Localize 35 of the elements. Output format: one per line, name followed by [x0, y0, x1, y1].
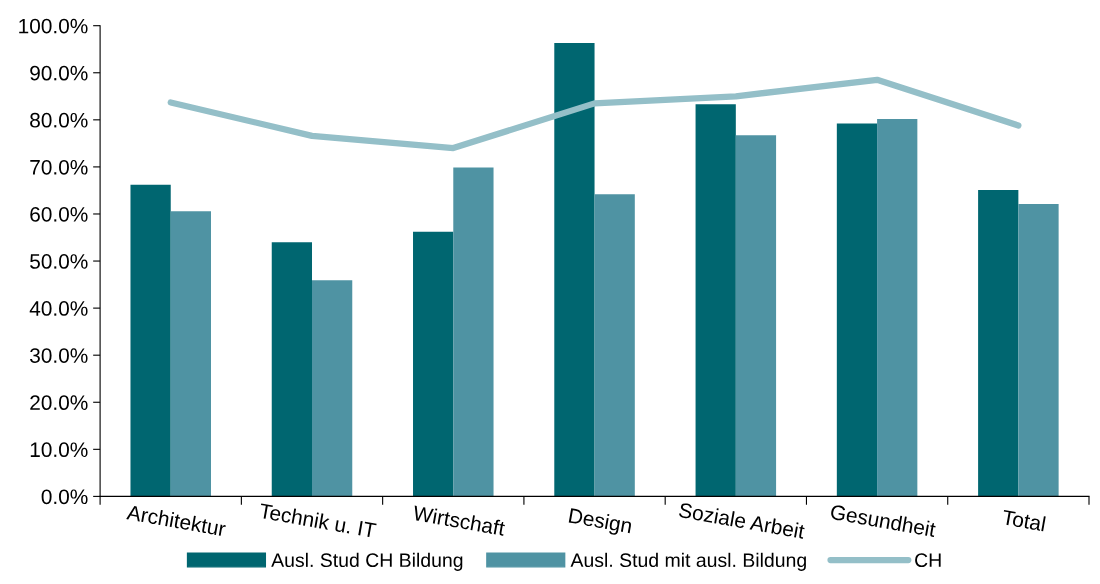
bar	[130, 184, 171, 497]
y-tick-label: 10.0%	[30, 442, 88, 458]
legend-label: Ausl. Stud mit ausl. Bildung	[570, 552, 806, 571]
x-tick-label: Total	[1001, 509, 1046, 532]
bar	[271, 242, 313, 497]
y-tick-label: 40.0%	[29, 301, 88, 316]
y-tick-label: 0.0%	[41, 489, 88, 505]
y-tick-label: 50.0%	[30, 254, 88, 269]
x-tick-label: Design	[567, 507, 633, 538]
x-tick-label: Wirtschaft	[412, 504, 506, 536]
bar	[836, 123, 878, 497]
y-tick-label: 100.0%	[19, 18, 88, 34]
bar	[170, 211, 211, 497]
bar	[594, 194, 635, 497]
y-tick-label: 20.0%	[30, 395, 88, 411]
y-tick-label: 80.0%	[30, 112, 88, 128]
bar	[978, 189, 1019, 497]
legend-label: CH	[915, 553, 941, 568]
y-tick-label: 30.0%	[30, 348, 88, 363]
bar	[1018, 204, 1059, 497]
x-tick-label: Soziale Arbeit	[678, 501, 806, 539]
y-tick-label: 60.0%	[30, 206, 88, 222]
y-tick-label: 90.0%	[30, 65, 88, 81]
bar	[413, 231, 454, 497]
legend-label: Ausl. Stud CH Bildung	[271, 552, 463, 571]
bar	[877, 118, 918, 497]
bar	[453, 167, 494, 497]
bar	[735, 135, 777, 497]
x-tick-label: Technik u. IT	[258, 502, 377, 539]
bar	[312, 280, 353, 497]
bar	[695, 104, 736, 497]
x-tick-label: Gesundheit	[830, 503, 937, 538]
y-tick-label: 70.0%	[30, 159, 88, 175]
bar	[554, 43, 595, 497]
x-tick-label: Architektur	[126, 504, 227, 537]
